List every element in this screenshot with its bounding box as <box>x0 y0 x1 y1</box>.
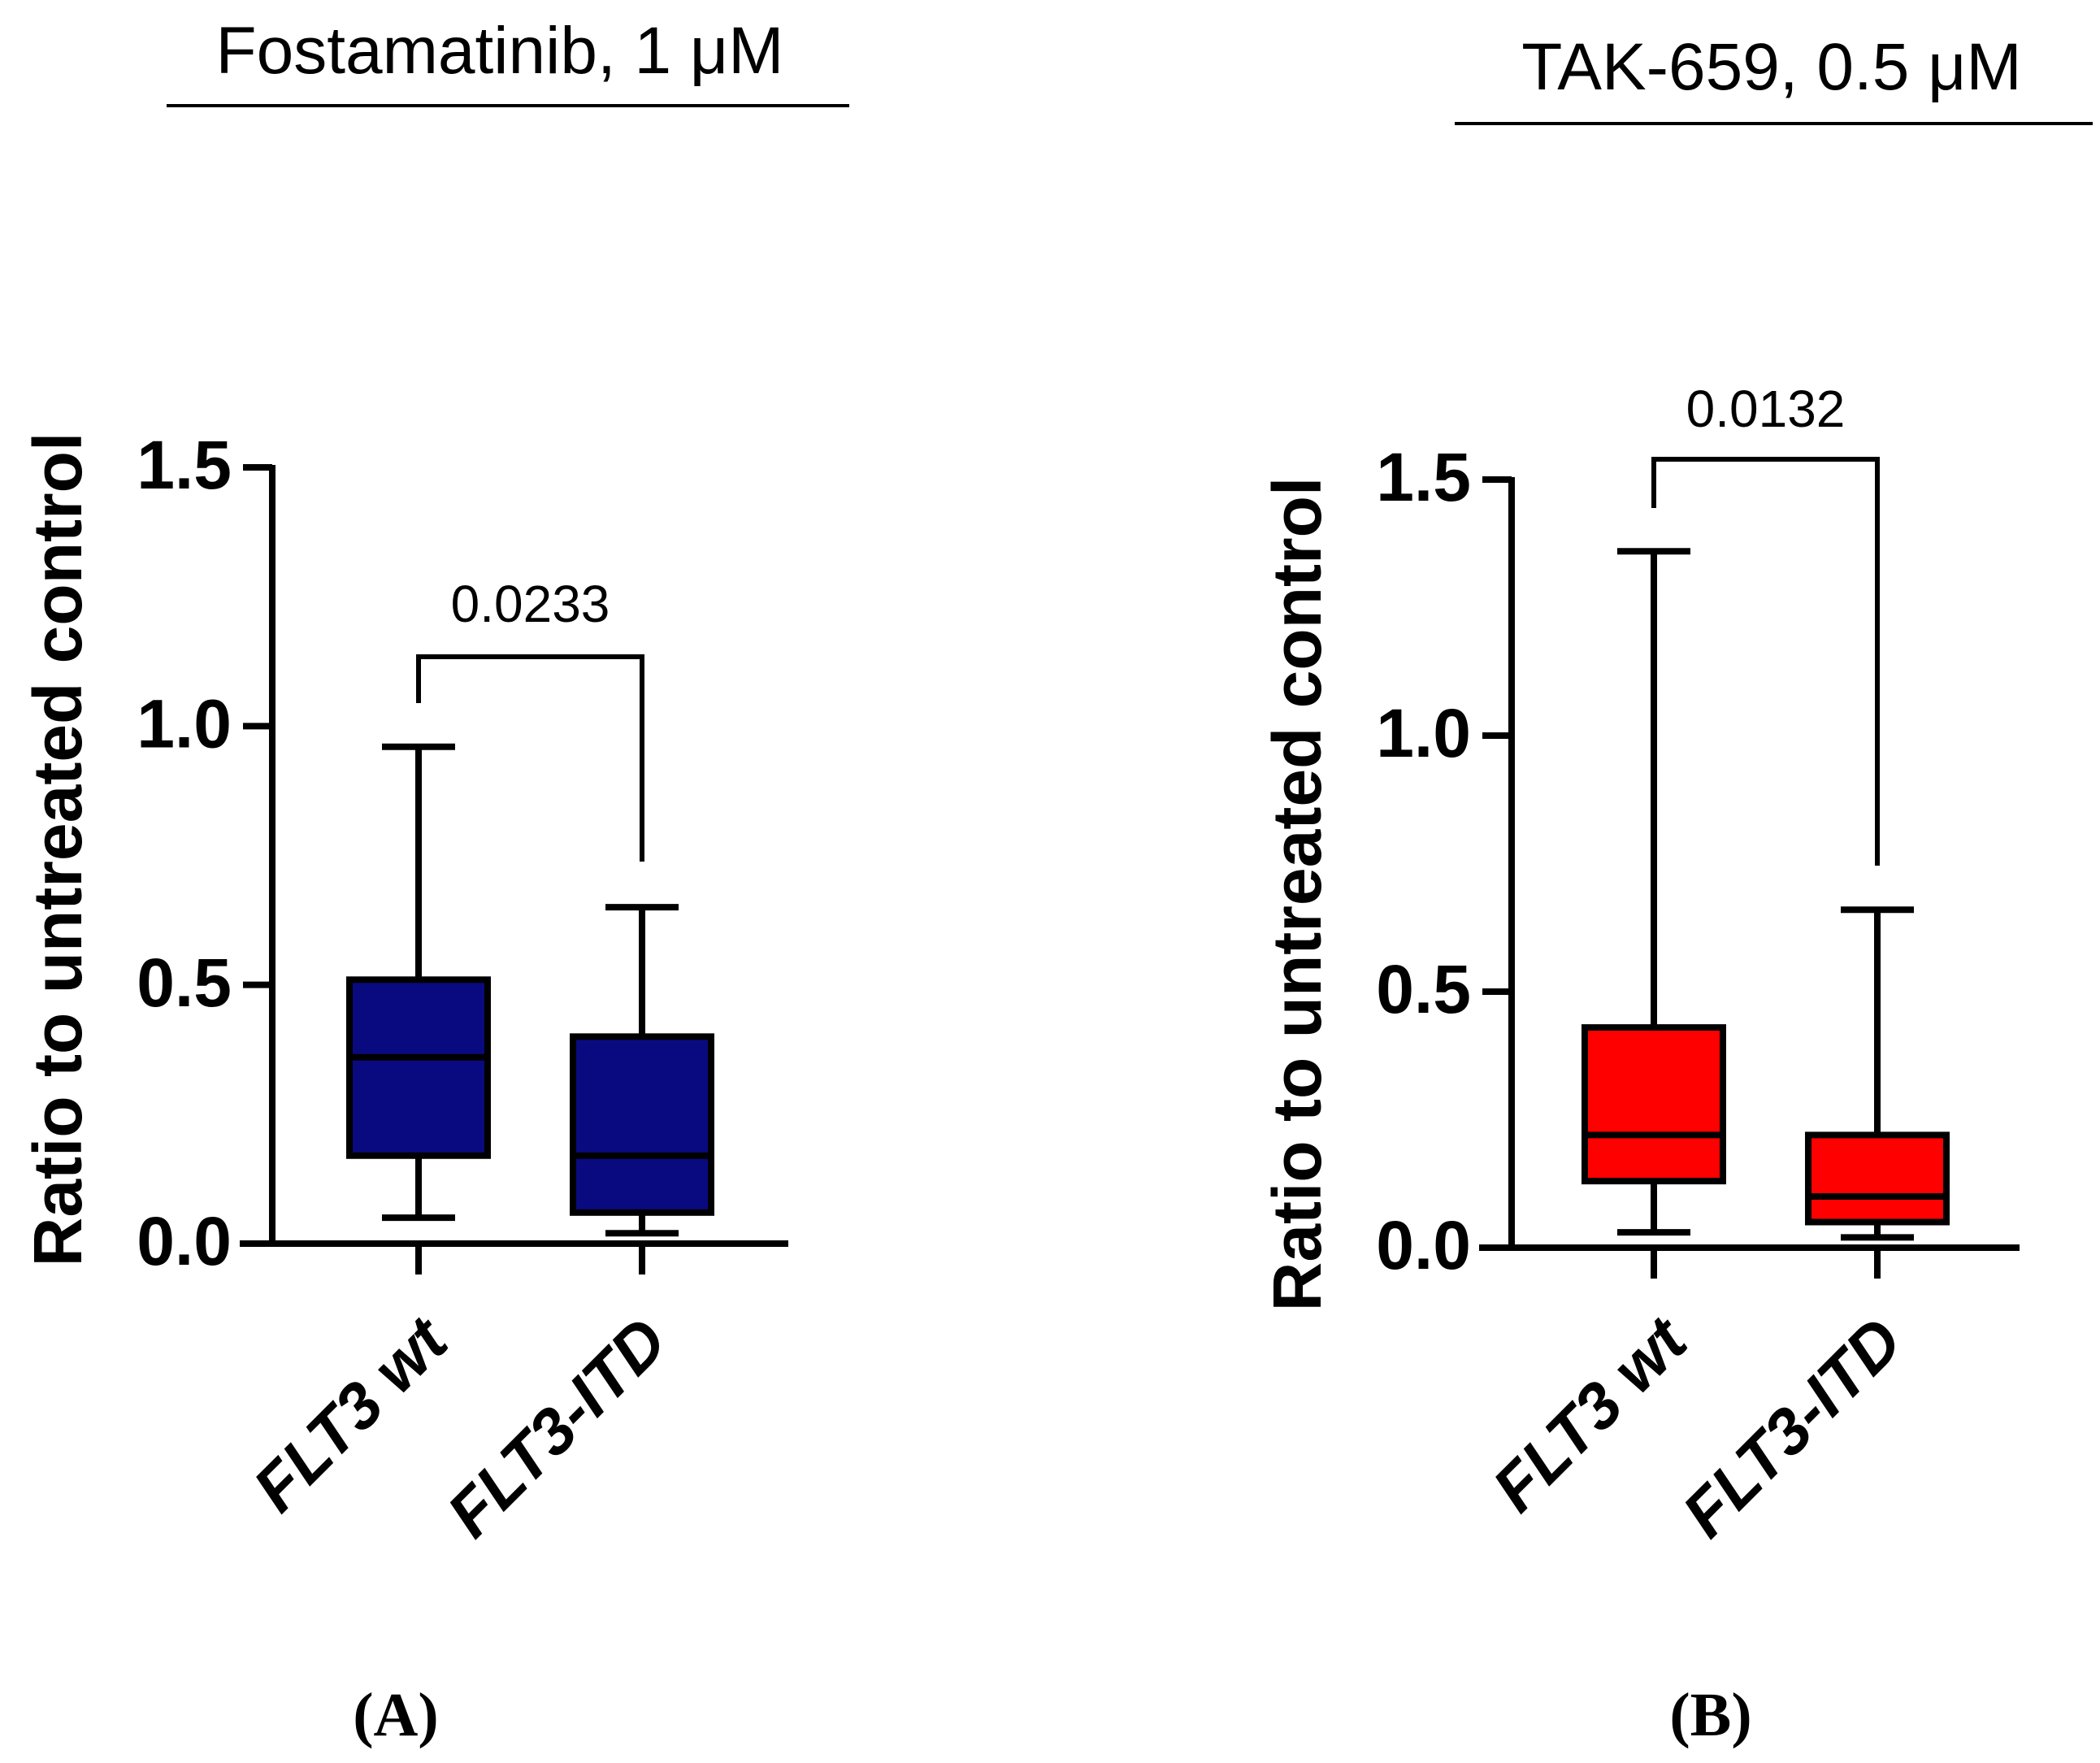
panel-a-y-ticklabels: 0.0 0.5 1.0 1.5 <box>137 427 232 1279</box>
panel-a: Fostamatinib, 1 μM Ratio to untreated co… <box>20 14 849 1749</box>
panel-b: TAK-659, 0.5 μM Ratio to untreated contr… <box>1259 30 2093 1749</box>
panel-a-box-0 <box>346 743 491 1222</box>
panel-a-ytick-2: 1.0 <box>137 686 232 762</box>
panel-a-title: Fostamatinib, 1 μM <box>216 14 784 88</box>
panel-b-letter: (B) <box>1669 1681 1751 1749</box>
panel-a-ytick-0: 0.0 <box>137 1203 232 1279</box>
panel-a-significance-bracket <box>416 654 644 862</box>
panel-b-ytick-3: 1.5 <box>1376 439 1471 515</box>
panel-b-significance-bracket <box>1651 457 1880 866</box>
panel-a-plot-area <box>240 464 788 1274</box>
panel-b-box-0 <box>1582 548 1726 1236</box>
panel-b-plot-area <box>1479 457 2020 1279</box>
panel-b-title: TAK-659, 0.5 μM <box>1521 30 2021 104</box>
panel-b-box-1-iqr <box>1805 1131 1950 1226</box>
panel-b-y-axis-label: Ratio to untreated control <box>1259 477 1335 1312</box>
panel-b-xlabel-1: FLT3-ITD <box>1668 1304 1916 1551</box>
panel-a-xlabel-0: FLT3 wt <box>240 1302 463 1526</box>
panel-b-xlabel-0: FLT3 wt <box>1479 1302 1703 1526</box>
panel-b-box-0-iqr <box>1582 1024 1726 1185</box>
panel-a-y-axis-label: Ratio to untreated control <box>20 432 96 1267</box>
panel-b-y-ticklabels: 0.0 0.5 1.0 1.5 <box>1376 439 1471 1283</box>
panel-a-xlabel-1: FLT3-ITD <box>433 1304 680 1551</box>
panel-a-ytick-1: 0.5 <box>137 944 232 1021</box>
panel-b-ytick-0: 0.0 <box>1376 1207 1471 1283</box>
panel-b-ytick-1: 0.5 <box>1376 951 1471 1027</box>
panel-a-box-0-iqr <box>346 976 491 1159</box>
panel-b-box-1 <box>1805 906 1950 1241</box>
panel-b-pvalue: 0.0132 <box>1686 380 1846 438</box>
panel-a-box-1-iqr <box>570 1033 714 1216</box>
panel-a-pvalue: 0.0233 <box>451 575 610 633</box>
panel-b-ytick-2: 1.0 <box>1376 695 1471 771</box>
panel-a-box-1 <box>570 904 714 1237</box>
panel-a-letter: (A) <box>353 1681 439 1749</box>
panel-a-ytick-3: 1.5 <box>137 427 232 503</box>
